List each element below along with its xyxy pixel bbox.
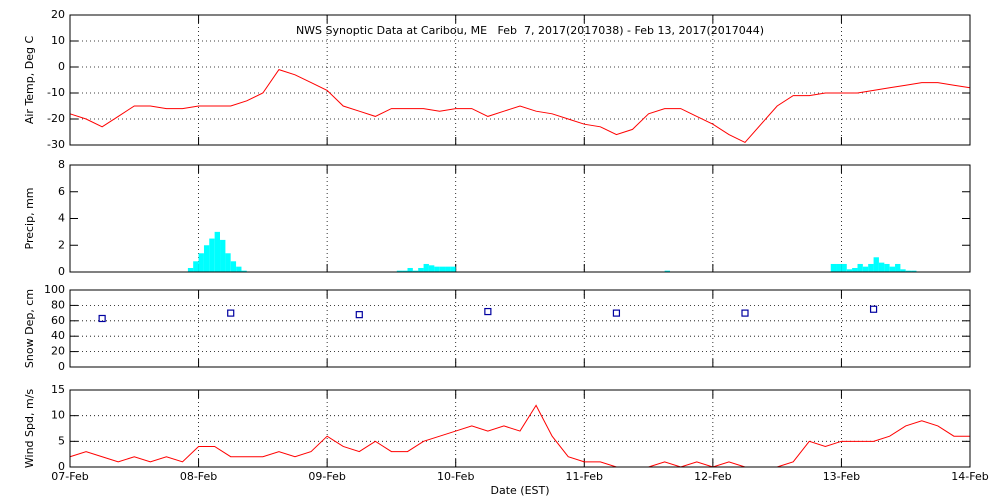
bar [236,266,242,272]
panel-frame [69,164,971,273]
bar [841,263,847,272]
y-tick-label: 40 [51,329,65,342]
y-tick-label: -30 [47,138,65,151]
y-tick-label: 20 [51,8,65,21]
point [869,305,878,313]
bar [905,270,912,272]
bar [889,266,895,272]
bar [187,267,194,272]
bar [412,270,419,272]
y-tick-label: 4 [58,212,65,225]
bar [836,263,842,272]
y-tick-label: 10 [51,34,65,47]
y-tick-label: 100 [44,283,65,296]
bar [852,267,858,272]
bar [203,245,210,272]
chart-title: NWS Synoptic Data at Caribou, ME Feb 7, … [296,24,764,37]
bar [445,266,451,272]
bar [900,269,906,272]
y-tick-label: 0 [58,460,65,473]
x-tick-label: 13-Feb [823,470,860,483]
bar [439,266,445,272]
bar [241,270,247,272]
line-series [69,404,970,468]
y-axis-label: Snow Dep, cm [23,289,36,368]
bar [423,263,429,272]
bar [830,263,837,272]
bar [868,263,874,272]
y-tick-label: 0 [58,265,65,278]
y-tick-label: 8 [58,158,65,171]
bar [878,262,885,272]
x-tick-label: 09-Feb [308,470,345,483]
bar [857,263,863,272]
point [741,309,749,317]
y-tick-label: 10 [51,409,65,422]
bar [664,270,670,272]
bar [846,269,853,272]
bar [884,263,890,272]
point [612,309,621,317]
bar [209,238,215,272]
bar [434,266,440,272]
bar [418,267,424,272]
y-tick-label: 15 [51,383,65,396]
bar [396,270,403,272]
x-tick-label: 14-Feb [951,470,988,483]
x-tick-label: 12-Feb [694,470,731,483]
y-axis-label: Air Temp, Deg C [23,36,36,125]
bar [198,253,204,272]
bar [862,266,869,272]
point [98,314,106,323]
bar [895,263,901,272]
line-series [69,69,971,144]
bar [230,261,237,272]
bar [220,239,226,272]
x-tick-label: 11-Feb [566,470,603,483]
panel-frame [69,14,971,146]
y-axis-label: Wind Spd, m/s [23,389,36,469]
bar [407,267,413,272]
y-axis-label: Precip, mm [23,188,36,250]
bar [428,265,435,272]
bar [225,253,231,272]
y-tick-label: 6 [58,185,65,198]
y-tick-label: 5 [58,434,65,447]
y-tick-label: 60 [51,314,65,327]
bar [450,266,456,272]
bar [193,261,199,272]
point [484,307,492,316]
point [355,311,363,319]
x-tick-label: 10-Feb [437,470,474,483]
x-tick-label: 07-Feb [51,470,88,483]
y-tick-label: 0 [58,360,65,373]
bar [873,257,879,272]
y-tick-label: 0 [58,60,65,73]
bar [402,270,408,272]
y-tick-label: -10 [47,86,65,99]
y-tick-label: 80 [51,298,65,311]
bar [911,270,917,272]
point [227,309,235,317]
x-axis-label: Date (EST) [490,484,549,497]
panel-frame [69,389,971,468]
x-tick-label: 08-Feb [180,470,217,483]
y-tick-label: 2 [58,238,65,251]
y-tick-label: 20 [51,345,65,358]
y-tick-label: -20 [47,112,65,125]
bar [214,231,220,272]
panel-frame [69,289,971,368]
